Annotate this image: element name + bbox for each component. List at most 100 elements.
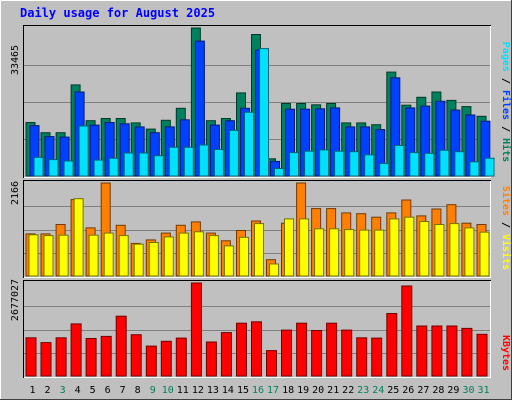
bar-kbytes-day-22 [341,329,353,377]
bar-pages-day-18 [289,152,299,177]
day-label: 3 [60,385,66,396]
legend-visits: Visits [500,234,512,270]
day-label: 16 [252,385,264,396]
legend-files: Files [500,90,512,120]
panel-3-ymax-label: 2677027 [10,279,21,321]
day-label: 9 [150,385,156,396]
bar-kbytes-day-17 [266,350,277,377]
bar-sites-day-12 [193,231,204,277]
bar-kbytes-day-10 [160,340,172,377]
day-label: 31 [477,385,489,396]
bar-sites-day-22 [344,229,355,277]
legend-sites: Sites [500,186,512,216]
bar-kbytes-day-14 [220,332,232,377]
bar-pages-day-29 [454,151,465,177]
bar-pages-day-21 [334,150,345,177]
bar-pages-day-4 [78,125,89,177]
bar-sites-day-26 [404,216,415,277]
day-label: 15 [237,385,249,396]
bar-sites-day-20 [314,228,325,277]
bar-kbytes-day-28 [431,325,443,377]
bar-kbytes-day-2 [40,342,52,377]
bar-pages-day-31 [484,157,495,177]
panel-kbytes [23,280,491,378]
bar-kbytes-day-9 [145,345,157,377]
day-label: 2 [44,385,50,396]
bar-kbytes-day-25 [386,313,398,377]
legend-separator: / [500,120,511,138]
bar-sites-day-27 [419,221,430,277]
bar-pages-day-20 [319,149,330,177]
legend-panel-1-line: Pages / Files / Hits [500,42,512,162]
x-axis-day-labels: 1 2 3 4 5 6 7 8 9 10 11 12 13 14 15 16 17 18 19 20 21 22 23 24 2… [29,385,489,396]
day-label: 26 [402,385,414,396]
day-label: 25 [387,385,399,396]
bar-kbytes-day-18 [281,329,292,377]
bar-kbytes-day-26 [401,285,413,377]
bar-pages-day-17 [274,168,284,177]
bar-sites-day-2 [43,235,54,277]
day-label: 11 [177,385,189,396]
bar-pages-day-3 [63,160,74,177]
day-label: 28 [432,385,444,396]
bar-kbytes-day-11 [175,337,187,377]
bar-pages-day-13 [213,149,224,177]
bar-kbytes-day-8 [130,334,142,377]
day-label: 6 [105,385,111,396]
bar-sites-day-17 [269,263,279,277]
bar-pages-day-19 [304,150,315,177]
bar-sites-day-28 [434,224,445,277]
bar-sites-day-25 [389,218,400,277]
bar-sites-day-31 [479,231,490,277]
day-label: 4 [75,385,81,396]
legend-panel-2-line: Sites / Visits [500,186,512,270]
bar-sites-day-6 [103,232,114,277]
day-label: 18 [282,385,294,396]
bar-pages-day-25 [394,145,405,177]
day-label: 21 [327,385,339,396]
panel-2-bars [25,182,490,277]
bar-kbytes-day-6 [100,335,112,377]
bar-pages-day-22 [349,151,360,177]
bar-sites-day-30 [464,227,475,277]
bar-sites-day-15 [239,236,249,277]
bar-sites-day-8 [133,243,144,277]
day-label: 24 [372,385,384,396]
bar-sites-day-11 [178,232,189,277]
bar-sites-day-24 [374,229,385,277]
bar-sites-day-13 [208,235,219,277]
day-label: 27 [417,385,429,396]
bar-kbytes-day-27 [416,325,428,377]
bar-pages-day-7 [123,152,134,177]
bar-kbytes-day-29 [446,325,458,377]
bar-sites-day-9 [148,242,159,277]
legend-panel-2: Sites / Visits [500,186,512,270]
day-label: 20 [312,385,324,396]
bar-sites-day-19 [299,218,310,277]
legend-panel-3: KBytes [500,335,511,371]
panel-1-bars [25,27,495,177]
bar-pages-day-16 [259,48,269,177]
bar-pages-day-2 [48,159,59,177]
bar-kbytes-day-24 [371,337,383,377]
day-label: 19 [297,385,309,396]
bar-kbytes-day-13 [205,341,217,377]
bar-pages-day-5 [93,159,104,177]
day-label: 12 [192,385,204,396]
legend-separator: / [500,72,511,90]
day-label: 17 [267,385,279,396]
day-label: 22 [342,385,354,396]
bar-kbytes-day-12 [190,282,202,377]
bar-sites-day-18 [284,218,294,277]
bar-pages-day-8 [138,152,149,177]
bar-kbytes-day-7 [115,315,127,377]
bar-kbytes-day-19 [296,322,308,377]
bar-kbytes-day-4 [70,323,82,377]
bar-pages-day-27 [424,152,435,177]
bar-pages-day-12 [198,144,209,177]
bar-pages-day-24 [379,163,390,177]
bar-sites-day-3 [58,234,69,277]
bar-pages-day-15 [244,111,254,177]
panel-hits-files-pages [23,25,495,178]
